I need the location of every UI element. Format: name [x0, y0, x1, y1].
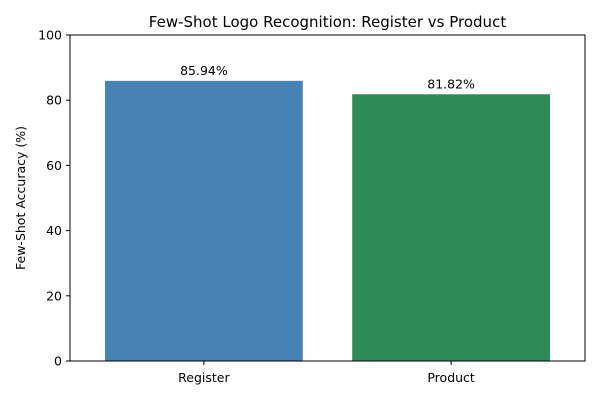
chart-title: Few-Shot Logo Recognition: Register vs P…	[149, 13, 507, 31]
y-tick-label-80: 80	[46, 93, 62, 108]
y-tick-label-100: 100	[38, 28, 62, 43]
x-tick-label-product: Product	[427, 370, 475, 385]
y-tick-label-40: 40	[46, 223, 62, 238]
bars-layer	[105, 80, 550, 362]
x-axis: Register Product	[178, 361, 475, 385]
data-label-register: 85.94%	[180, 63, 228, 78]
data-label-product: 81.82%	[427, 76, 475, 91]
x-tick-label-register: Register	[178, 370, 230, 385]
bar-register	[105, 80, 303, 361]
y-axis: 0 20 40 60 80 100	[38, 28, 70, 369]
bar-product	[352, 94, 550, 362]
y-axis-label: Few-Shot Accuracy (%)	[13, 126, 28, 270]
y-tick-label-20: 20	[46, 288, 62, 303]
data-labels-layer: 85.94% 81.82%	[180, 63, 475, 91]
plot-area-frame	[69, 34, 586, 362]
y-tick-label-0: 0	[54, 354, 62, 369]
y-tick-label-60: 60	[46, 158, 62, 173]
